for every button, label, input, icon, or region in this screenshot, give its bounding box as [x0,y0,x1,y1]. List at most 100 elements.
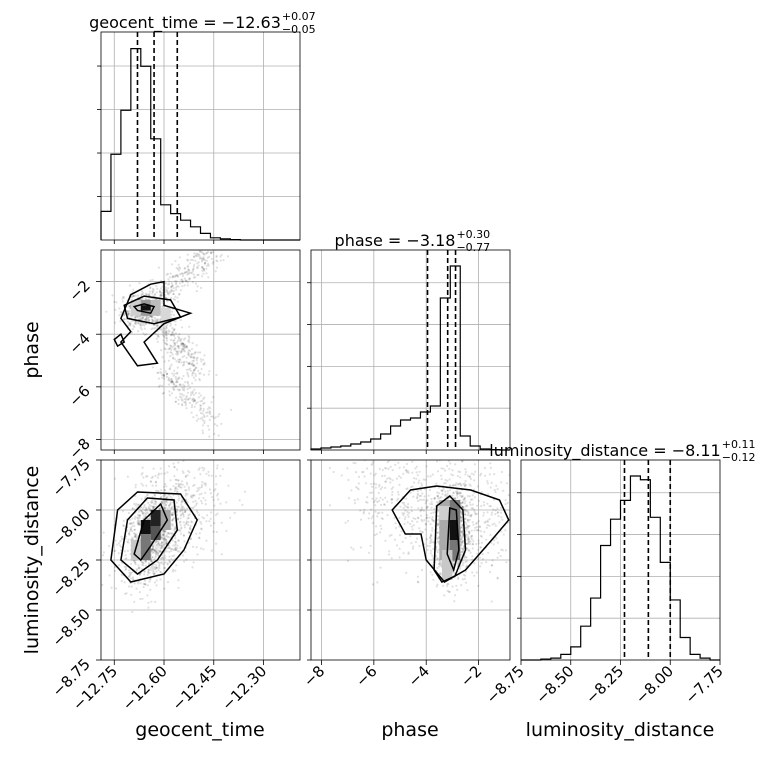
sample-point [127,541,130,544]
sample-point [462,561,465,565]
sample-point [241,503,244,506]
sample-point [178,550,181,553]
contour-middle [120,497,179,575]
sample-point [417,581,420,584]
sample-point [406,510,409,513]
sample-point [144,564,147,567]
sample-point [196,254,199,257]
sample-point [138,521,141,525]
sample-point [218,413,221,416]
sample-point [432,578,435,581]
title-main: luminosity_distance = −8.11 [489,441,720,461]
sample-point [467,538,470,541]
sample-point [105,310,108,313]
sample-point [475,542,478,546]
sample-point [174,347,177,350]
sample-point [381,468,384,472]
sample-point [170,363,173,366]
sample-point [200,251,203,254]
sample-point [193,357,196,360]
sample-point [148,290,151,293]
sample-point [144,318,147,321]
sample-point [526,542,528,544]
sample-point [466,526,470,530]
sample-point [191,362,194,365]
sample-point [467,549,470,552]
sample-point [135,568,138,571]
sample-point [174,337,177,340]
sample-point [143,570,146,574]
sample-point [398,466,401,469]
sample-point [170,313,173,316]
sample-point [161,502,164,505]
sample-point [496,507,499,510]
sample-point [159,294,162,297]
sample-point [471,534,474,538]
sample-point [186,500,189,504]
sample-point [181,499,184,502]
sample-point [460,542,464,545]
sample-point [133,528,136,531]
sample-point [204,499,207,502]
sample-point [168,347,172,350]
sample-point [192,393,195,396]
sample-point [171,357,175,360]
sample-point [157,472,161,475]
sample-point [173,466,176,469]
sample-point [124,568,127,571]
title-superscript: +0.07 [282,10,316,23]
sample-point [204,491,207,494]
sample-point [174,537,177,540]
sample-point [173,540,177,543]
sample-point [470,507,473,510]
sample-point [176,372,179,375]
sample-point [462,547,465,550]
sample-point [129,307,132,310]
sample-point [176,488,179,491]
sample-point [156,324,159,327]
sample-point [459,526,462,529]
sample-point [468,475,472,478]
sample-point [195,509,198,512]
sample-point [202,252,205,255]
sample-point [124,557,127,560]
sample-point [206,411,209,414]
sample-point [471,542,474,546]
sample-point [150,540,153,544]
sample-point [163,566,167,569]
sample-point [433,497,436,500]
sample-point [146,573,149,576]
sample-point [465,509,468,512]
sample-point [169,454,171,456]
sample-point [183,360,186,363]
sample-point [201,455,203,457]
sample-point [180,403,184,406]
sample-point [183,389,186,392]
sample-point [192,500,195,503]
sample-point [440,496,443,499]
sample-point [152,571,155,574]
sample-point [461,506,464,509]
sample-point [174,320,177,323]
sample-point [359,546,363,549]
sample-point [153,320,156,323]
sample-point [139,597,142,601]
sample-point [446,465,449,468]
sample-point [145,322,148,325]
sample-point [418,470,421,473]
sample-point [446,479,449,482]
sample-point [459,451,461,453]
sample-point [163,494,166,497]
sample-point [188,362,191,366]
sample-point [113,549,116,553]
sample-point [199,358,203,361]
sample-point [129,322,132,325]
sample-point [486,482,489,485]
sample-point [143,504,146,507]
sample-point [468,483,471,486]
sample-point [152,544,155,548]
sample-point [194,282,198,285]
sample-point [182,374,185,378]
sample-point [159,294,162,297]
sample-point [407,551,410,554]
